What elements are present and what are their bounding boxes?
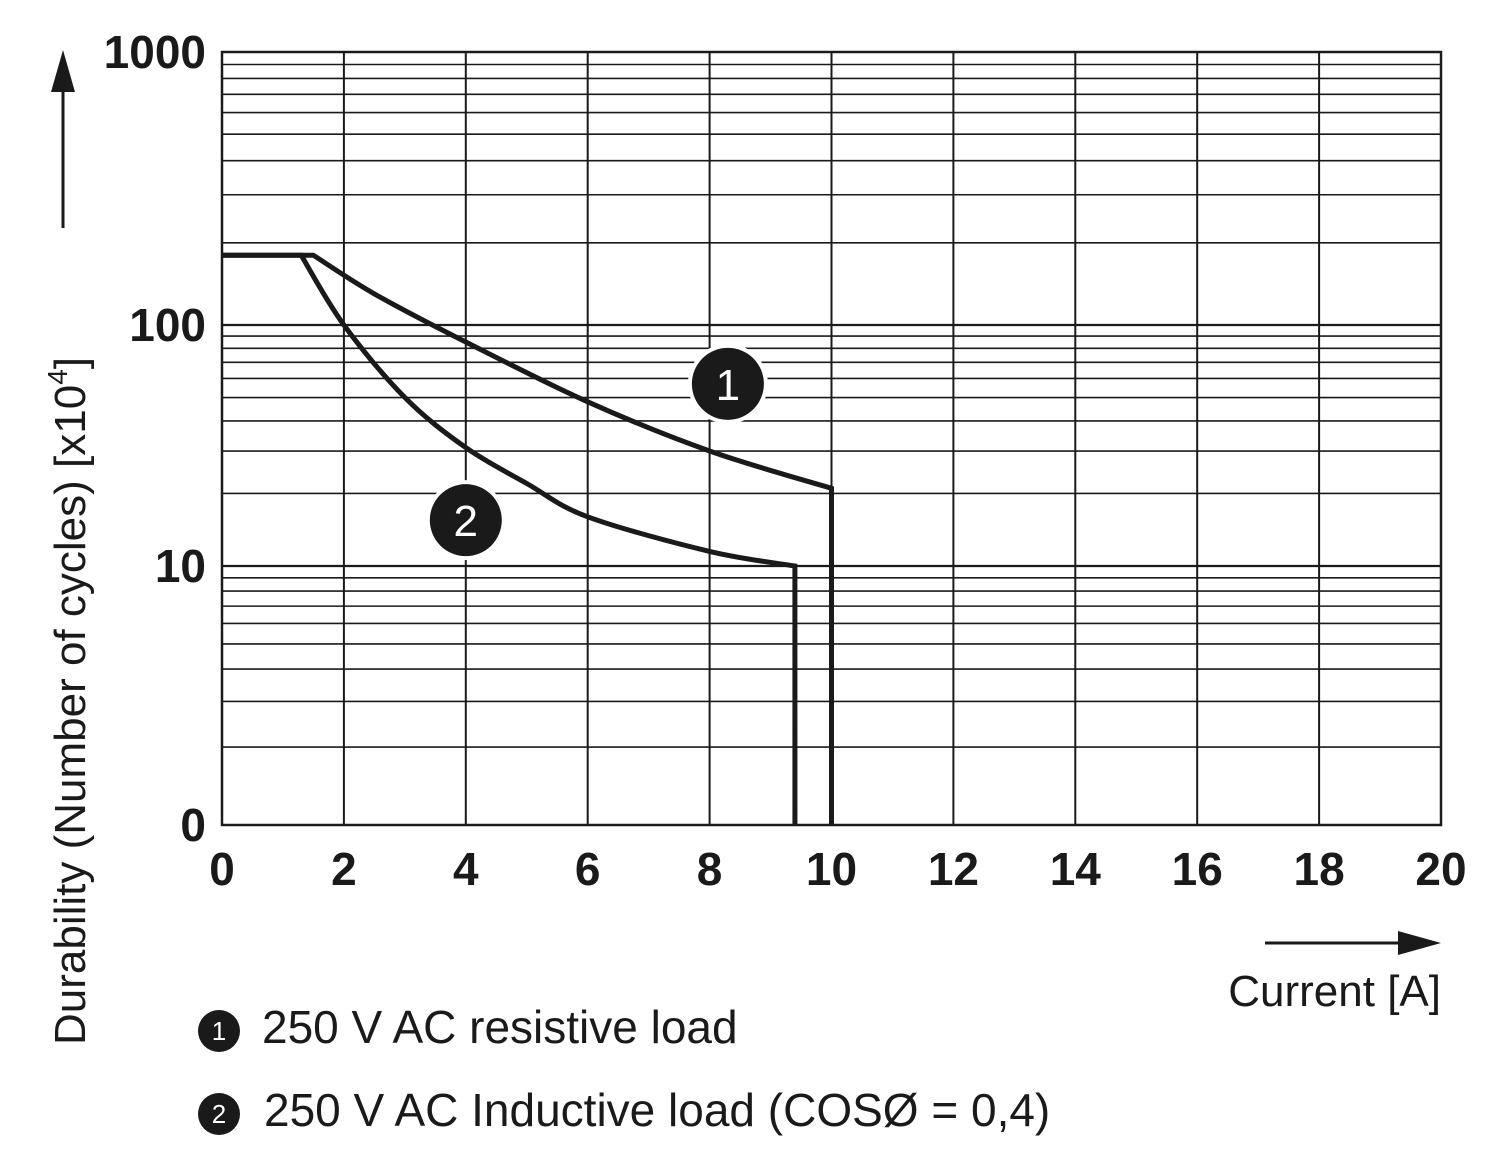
y-axis-title-exponent: 4 — [42, 369, 73, 385]
y-tick-label: 100 — [129, 299, 206, 351]
legend-marker-1-label: 1 — [212, 1016, 226, 1046]
legend-marker-2 — [198, 1093, 240, 1135]
y-tick-label: 1000 — [104, 26, 206, 78]
series-line-1 — [222, 252, 834, 825]
y-axis-title-group: Durability (Number of cycles) [x104] — [42, 50, 95, 1045]
x-axis-arrow-head — [1398, 931, 1441, 955]
x-tick-label: 6 — [575, 843, 601, 895]
y-axis-title: Durability (Number of cycles) [x104] — [42, 357, 95, 1045]
x-axis-title: Current [A] — [1228, 967, 1441, 1016]
x-tick-label: 2 — [331, 843, 357, 895]
legend-item-2: 2 250 V AC Inductive load (COSØ = 0,4) — [198, 1084, 1050, 1136]
x-tick-label: 0 — [209, 843, 235, 895]
x-tick-label: 10 — [806, 843, 857, 895]
x-tick-label: 20 — [1415, 843, 1466, 895]
x-tick-label: 14 — [1050, 843, 1102, 895]
callout-marker-1 — [691, 347, 764, 420]
y-axis-title-main: Durability (Number of cycles) [x10 — [46, 385, 95, 1045]
x-tick-label: 18 — [1294, 843, 1345, 895]
legend-item-1: 1 250 V AC resistive load — [198, 1001, 738, 1053]
grid — [220, 50, 1443, 827]
x-tick-label: 8 — [697, 843, 723, 895]
y-axis-title-close: ] — [46, 357, 95, 369]
series-line-2 — [222, 252, 798, 826]
legend-label-1: 250 V AC resistive load — [262, 1001, 738, 1053]
legend: 1 250 V AC resistive load 2 250 V AC Ind… — [198, 1001, 1050, 1136]
y-axis-arrow-head — [51, 50, 75, 92]
legend-marker-2-label: 2 — [212, 1099, 226, 1129]
y-tick-label: 10 — [155, 540, 206, 592]
callout-label-2: 2 — [454, 497, 478, 546]
callout-label-1: 1 — [716, 361, 740, 410]
legend-marker-1 — [198, 1010, 240, 1052]
legend-label-2: 250 V AC Inductive load (COSØ = 0,4) — [264, 1084, 1050, 1136]
callouts: 12 — [425, 343, 768, 561]
y-tick-label: 0 — [180, 799, 206, 851]
series-layer — [222, 252, 834, 826]
x-tick-label: 4 — [453, 843, 479, 895]
x-axis-title-group: Current [A] — [1228, 931, 1441, 1016]
x-tick-label: 12 — [928, 843, 979, 895]
callout-marker-2 — [429, 484, 502, 557]
x-tick-label: 16 — [1172, 843, 1223, 895]
